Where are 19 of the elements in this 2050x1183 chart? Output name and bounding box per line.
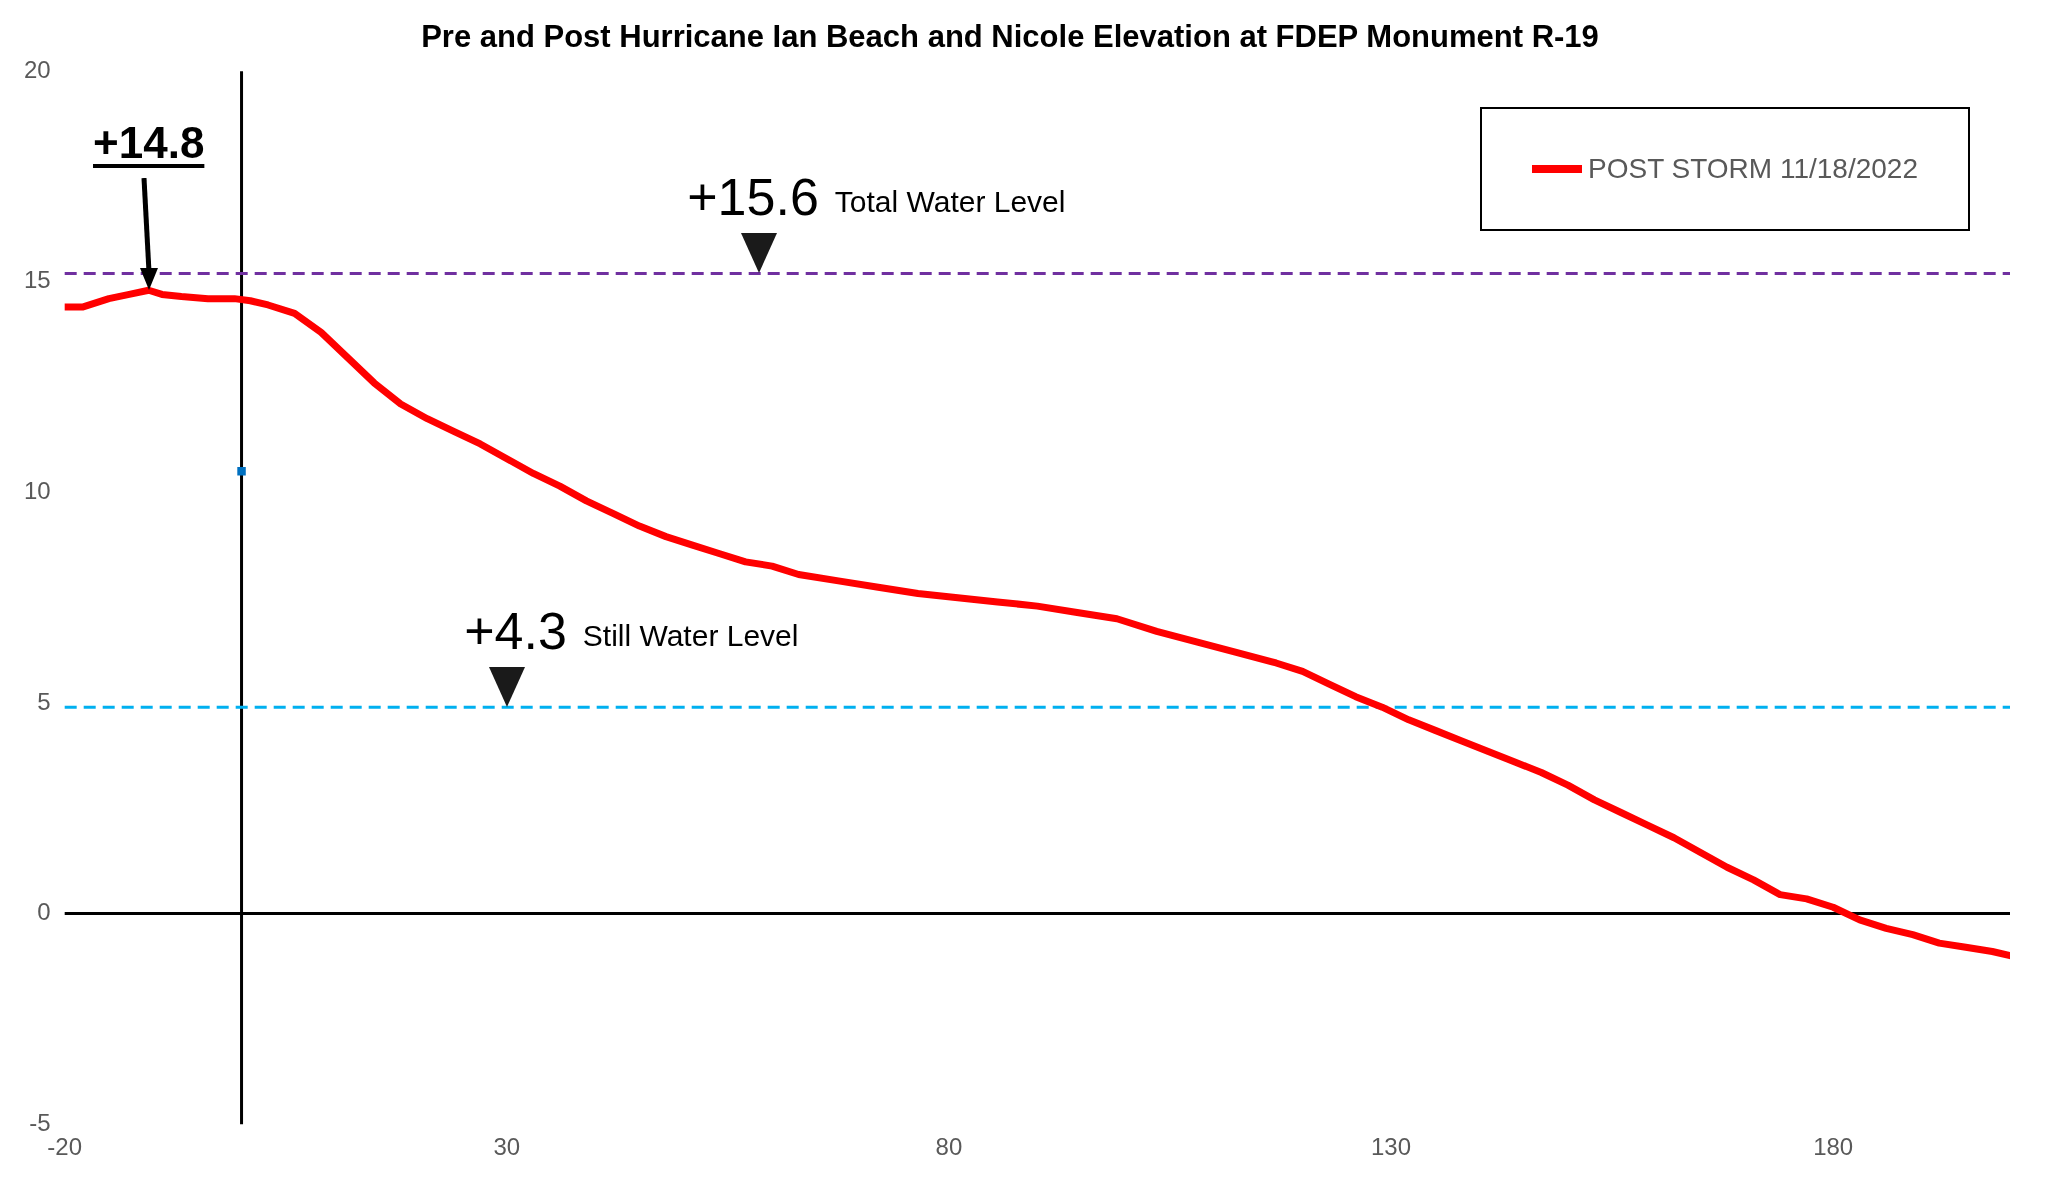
- legend-label: POST STORM 11/18/2022: [1588, 153, 1918, 186]
- chart-title: Pre and Post Hurricane Ian Beach and Nicole Elevation at FDEP Monument R-19: [421, 19, 1599, 55]
- annotation: +15.6: [687, 168, 819, 227]
- ref-line-label: Total Water Level: [834, 185, 1066, 219]
- y-tick-label: 0: [37, 898, 51, 926]
- annotation: +14.8: [93, 118, 205, 169]
- x-tick-label: 180: [1813, 1133, 1854, 1161]
- y-tick-label: 15: [23, 266, 51, 294]
- annotation: +4.3: [464, 602, 567, 661]
- ref-line-label: Still Water Level: [582, 619, 799, 653]
- y-tick-label: 5: [37, 687, 51, 715]
- x-tick-label: 30: [493, 1133, 521, 1161]
- x-tick-label: 130: [1371, 1133, 1412, 1161]
- y-tick-label: 20: [23, 55, 51, 83]
- y-tick-label: 10: [23, 477, 51, 505]
- legend-frame: POST STORM 11/18/2022: [1480, 107, 1970, 232]
- x-tick-label: -20: [47, 1133, 83, 1161]
- x-tick-label: 80: [935, 1133, 963, 1161]
- y-tick-label: -5: [29, 1108, 51, 1136]
